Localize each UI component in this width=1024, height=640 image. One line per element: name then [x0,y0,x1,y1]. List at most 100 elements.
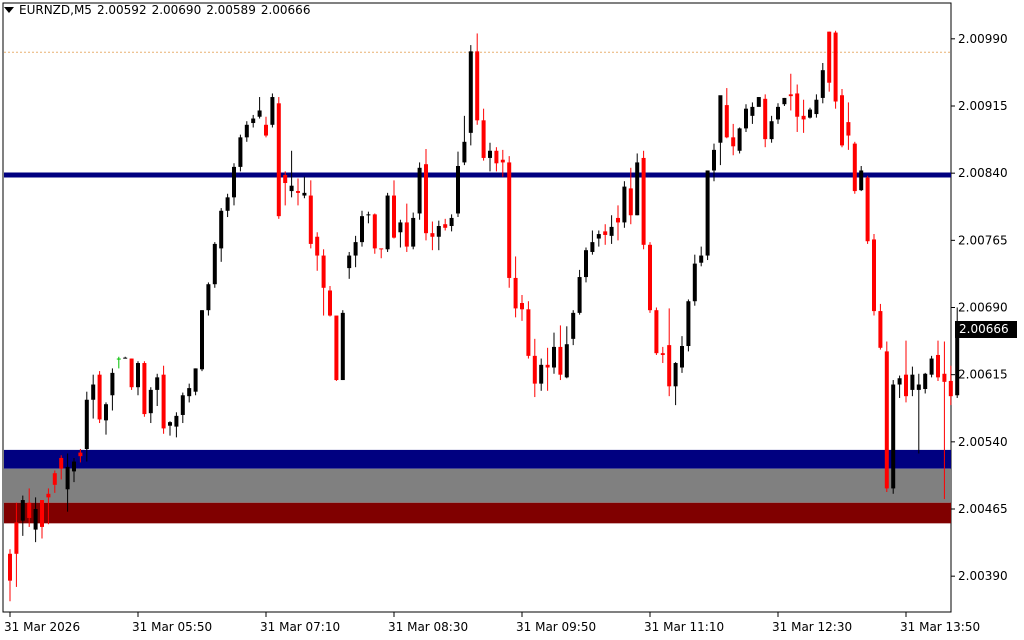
candle-body [897,378,902,385]
candle [897,375,902,398]
candle [500,149,505,177]
candle [660,346,665,364]
candle-body [756,97,761,107]
candle-body [65,466,70,490]
candle [59,455,64,480]
time-tick-label: 31 Mar 09:50 [516,620,596,634]
candle [481,108,486,161]
candle-body [654,310,659,354]
candle [366,211,371,224]
candle [571,310,576,346]
candle-body [744,108,748,129]
candle [142,361,147,417]
candle-body [417,167,422,214]
candle-body [833,32,838,102]
candle-body [443,224,448,228]
candle [411,212,416,250]
candle [33,497,38,543]
candle-body [494,150,499,164]
candle-body [40,500,44,527]
candle-body [468,51,473,133]
candle [814,94,819,118]
candle [321,249,326,316]
candle-body [737,128,742,151]
candle-body [667,345,672,387]
candle [545,347,550,391]
ohlc-open: 2.00592 [96,3,147,17]
candle-body [148,389,153,414]
candle-body [462,141,467,163]
candle-body [244,124,249,138]
time-tick-label: 31 Mar 07:10 [260,620,340,634]
time-tick-label: 31 Mar 08:30 [388,620,468,634]
candle-body [692,263,697,302]
candle [449,214,454,232]
candle [72,457,76,483]
candle-body [398,222,403,233]
candle [673,362,678,406]
candle-body [808,109,812,118]
candle-body [276,103,281,217]
candle [705,170,710,261]
candle-body [155,377,160,390]
candle-body [532,355,537,384]
candle-body [955,328,960,396]
candle [635,153,640,216]
time-tick-label: 31 Mar 12:30 [772,620,852,634]
candle-body [251,118,256,124]
candle [776,103,780,124]
candle-body [936,354,940,378]
candle [916,373,921,454]
candle-body [123,357,128,359]
candle [667,308,672,397]
candle [238,134,243,172]
candle [289,150,294,198]
candle [833,30,838,109]
candle [110,368,115,411]
candle-body [46,493,51,498]
price-tick-label: 2.00915 [958,99,1008,113]
candle-body [859,170,864,191]
candle [942,341,947,500]
candle-body [72,461,76,472]
triangle-down-icon[interactable] [4,7,14,13]
candle-body [686,301,691,347]
candle [417,162,422,220]
candle [251,114,256,128]
time-tick-label: 31 Mar 2026 [4,620,80,634]
time-tick-label: 31 Mar 05:50 [132,620,212,634]
candle-body [180,395,185,415]
candle [744,104,748,132]
candle [808,107,812,119]
candle [264,116,268,138]
candle-body [801,115,806,120]
candle-body [104,404,108,421]
time-tick-label: 31 Mar 11:10 [644,620,724,634]
candle-body [878,311,883,348]
candle [302,176,307,199]
candle [756,97,761,107]
candle [558,325,563,381]
candle-body [603,231,608,235]
candle [820,63,825,104]
candle [84,391,89,462]
candle [46,488,51,525]
candle-body [334,315,339,381]
candle-body [187,388,192,397]
candle-body [52,473,57,485]
candle [200,310,204,372]
candle [168,421,172,436]
candle-body [590,242,595,252]
candle [526,301,531,359]
candle-body [852,143,857,192]
candle [532,338,537,398]
candle-body [948,380,953,397]
ohlc-high: 2.00690 [151,3,202,17]
candle-body [564,344,569,378]
candle [692,254,697,306]
candle [430,221,435,251]
candle [584,247,588,283]
candle-body [507,162,512,278]
